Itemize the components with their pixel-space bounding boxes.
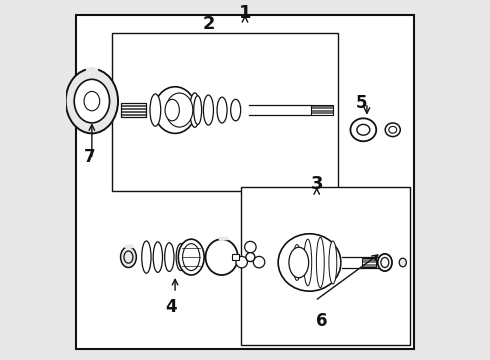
Ellipse shape — [350, 118, 376, 141]
Ellipse shape — [66, 69, 118, 134]
Ellipse shape — [74, 79, 110, 123]
Ellipse shape — [183, 244, 200, 271]
Ellipse shape — [178, 239, 204, 275]
Text: 6: 6 — [317, 311, 328, 329]
Ellipse shape — [236, 256, 247, 268]
Text: 3: 3 — [311, 175, 323, 193]
Ellipse shape — [203, 95, 214, 125]
Ellipse shape — [246, 253, 255, 262]
Ellipse shape — [357, 125, 370, 135]
Ellipse shape — [289, 247, 309, 278]
Ellipse shape — [84, 91, 100, 111]
Ellipse shape — [190, 93, 200, 127]
Ellipse shape — [231, 99, 241, 121]
Text: 7: 7 — [84, 148, 95, 166]
Ellipse shape — [121, 247, 136, 267]
Ellipse shape — [194, 96, 201, 125]
Text: 2: 2 — [203, 15, 216, 33]
Ellipse shape — [385, 123, 400, 136]
Ellipse shape — [166, 93, 193, 127]
Ellipse shape — [165, 99, 179, 121]
Text: 1: 1 — [239, 4, 251, 22]
Bar — [122, 103, 146, 117]
Ellipse shape — [176, 244, 186, 271]
Ellipse shape — [124, 251, 133, 263]
Ellipse shape — [329, 241, 337, 284]
Ellipse shape — [165, 243, 174, 271]
Ellipse shape — [245, 241, 256, 253]
Text: 4: 4 — [166, 298, 177, 316]
Ellipse shape — [293, 244, 301, 280]
Bar — [242, 187, 410, 345]
Ellipse shape — [381, 257, 389, 267]
Bar — [311, 105, 333, 115]
Ellipse shape — [378, 254, 392, 271]
Ellipse shape — [150, 94, 161, 126]
Ellipse shape — [217, 97, 227, 123]
Ellipse shape — [399, 258, 406, 267]
Bar — [232, 254, 239, 260]
Ellipse shape — [278, 234, 341, 291]
Ellipse shape — [304, 239, 312, 286]
Ellipse shape — [317, 237, 324, 288]
Ellipse shape — [142, 241, 151, 273]
Bar — [112, 33, 338, 191]
Ellipse shape — [389, 126, 397, 133]
Bar — [362, 258, 376, 267]
Text: 5: 5 — [356, 94, 368, 112]
Ellipse shape — [153, 242, 163, 273]
Ellipse shape — [154, 87, 196, 134]
Ellipse shape — [253, 256, 265, 268]
